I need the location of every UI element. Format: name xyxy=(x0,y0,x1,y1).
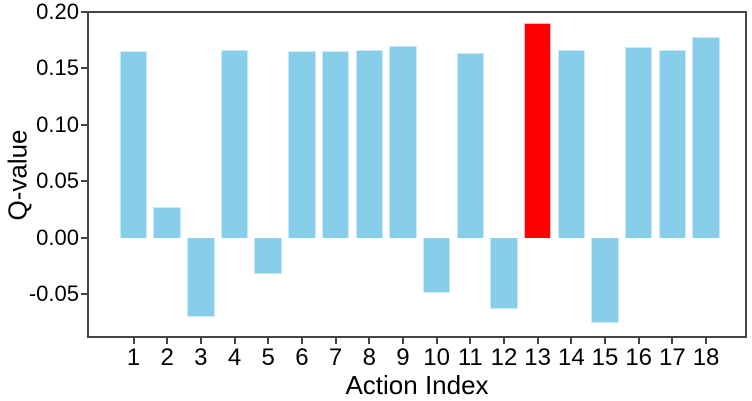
y-tick-label: 0.00 xyxy=(36,224,79,250)
x-tick-label: 2 xyxy=(160,344,174,371)
y-tick-mark xyxy=(81,293,87,296)
x-tick-label: 7 xyxy=(328,344,343,371)
bar-action-6 xyxy=(288,51,316,238)
x-tick-label: 1 xyxy=(126,344,141,371)
x-tick-label: 6 xyxy=(295,344,309,371)
x-tick-label: 9 xyxy=(396,344,410,371)
bar-action-3 xyxy=(187,237,215,317)
x-tick-mark xyxy=(671,338,674,344)
x-tick-mark xyxy=(233,338,236,344)
y-tick-label: 0.05 xyxy=(36,168,79,194)
y-tick-mark xyxy=(81,236,87,239)
bar-action-16 xyxy=(624,46,653,238)
x-tick-label: 15 xyxy=(591,344,619,371)
bar-action-18 xyxy=(692,36,720,238)
x-tick-mark xyxy=(267,338,270,344)
y-tick-mark xyxy=(81,123,87,126)
bar-action-8 xyxy=(355,50,383,238)
x-tick-mark xyxy=(502,338,505,344)
x-tick-mark xyxy=(166,338,169,344)
x-tick-mark xyxy=(199,338,202,344)
y-tick-label: 0.15 xyxy=(36,55,79,81)
x-tick-mark xyxy=(300,338,303,344)
y-tick-label: 0.10 xyxy=(36,111,79,137)
y-tick-mark xyxy=(81,11,87,13)
x-tick-label: 3 xyxy=(194,344,208,371)
bar-action-5 xyxy=(254,237,282,274)
bar-action-2 xyxy=(153,207,181,238)
x-tick-label: 17 xyxy=(659,344,686,371)
x-tick-label: 4 xyxy=(227,344,242,371)
y-tick-mark xyxy=(81,180,87,183)
x-tick-mark xyxy=(637,338,640,344)
y-tick-label: -0.05 xyxy=(28,281,79,307)
y-tick-mark xyxy=(81,67,87,70)
bar-action-14 xyxy=(557,50,586,238)
bar-action-7 xyxy=(321,51,350,238)
bar-action-10 xyxy=(422,237,451,293)
x-tick-mark xyxy=(435,338,438,344)
bar-action-15 xyxy=(591,237,619,324)
x-tick-label: 13 xyxy=(524,344,551,371)
x-tick-label: 16 xyxy=(625,344,653,371)
bar-action-9 xyxy=(389,45,417,238)
x-tick-mark xyxy=(368,338,371,344)
x-tick-mark xyxy=(469,338,472,344)
bar-action-13 xyxy=(523,23,552,238)
bar-action-17 xyxy=(658,50,687,238)
x-tick-mark xyxy=(604,338,607,344)
bar-action-11 xyxy=(456,52,485,238)
x-tick-label: 14 xyxy=(557,344,585,371)
x-tick-label: 11 xyxy=(457,344,483,371)
bar-action-12 xyxy=(490,237,518,309)
x-tick-mark xyxy=(570,338,573,344)
x-tick-mark xyxy=(705,338,708,344)
x-axis-label: Action Index xyxy=(345,370,489,400)
y-tick-label: 0.20 xyxy=(36,0,79,24)
x-tick-label: 10 xyxy=(423,344,450,371)
x-tick-mark xyxy=(401,338,404,344)
x-tick-mark xyxy=(334,338,337,344)
x-tick-label: 8 xyxy=(362,344,376,371)
x-tick-label: 18 xyxy=(692,344,720,371)
x-tick-mark xyxy=(132,338,135,344)
x-tick-label: 5 xyxy=(261,344,275,371)
bar-action-4 xyxy=(220,50,249,238)
x-tick-label: 12 xyxy=(490,344,518,371)
bar-action-1 xyxy=(119,51,148,238)
x-tick-mark xyxy=(536,338,539,344)
